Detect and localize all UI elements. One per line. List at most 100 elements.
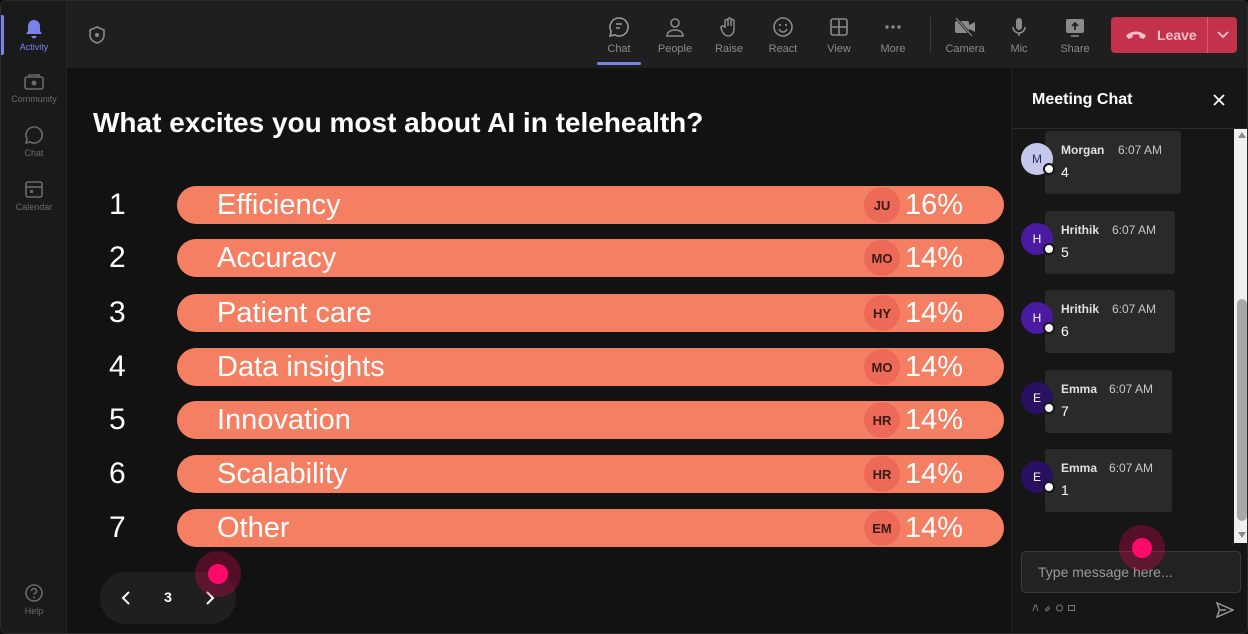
chat-message: Hrithik 6:07 AM 6 H [1012, 288, 1234, 353]
toolbar-react-button[interactable]: React [757, 1, 809, 69]
chat-message: Emma 6:07 AM 7 E [1012, 368, 1234, 433]
option-label: Other [217, 512, 290, 544]
presence-indicator [1043, 481, 1055, 493]
scroll-down-arrow-icon[interactable] [1238, 532, 1246, 538]
option-percent: 14% [905, 351, 964, 383]
format-icon[interactable] [1032, 603, 1039, 612]
chevron-right-icon[interactable] [198, 586, 222, 610]
message-time: 6:07 AM [1109, 382, 1154, 396]
rail-item-help[interactable]: Help [1, 573, 67, 625]
camera-off-icon [953, 15, 977, 39]
rail-item-activity[interactable]: Activity [1, 9, 67, 61]
message-time: 6:07 AM [1112, 223, 1157, 237]
voter-avatar: JU [864, 187, 900, 223]
option-percent: 14% [905, 297, 964, 329]
message-author: Morgan [1061, 143, 1105, 157]
option-rank: 5 [109, 403, 126, 436]
compose-toolbar [1032, 603, 1075, 612]
people-icon [663, 15, 687, 39]
option-rank: 4 [109, 350, 126, 383]
toolbar-more-button[interactable]: More [867, 1, 919, 69]
mic-icon [1007, 15, 1031, 39]
toolbar-camera-label: Camera [945, 43, 985, 55]
calendar-icon [24, 179, 44, 199]
voter-avatar: HR [864, 402, 900, 438]
toolbar-mic-button[interactable]: Mic [993, 1, 1045, 69]
option-bar: Patient care HY 14% [177, 294, 1004, 332]
message-bubble: Hrithik 6:07 AM 6 [1045, 290, 1175, 353]
rail-item-label: Activity [19, 41, 49, 52]
meeting-chat-panel: Meeting Chat Morgan 6:07 AM 4 M Hrithik … [1011, 69, 1247, 633]
community-icon [24, 71, 44, 91]
poll-stage: What excites you most about AI in telehe… [67, 69, 1011, 633]
toolbar-people-label: People [657, 43, 693, 55]
send-icon[interactable] [1214, 599, 1236, 621]
chevron-down-icon[interactable] [1207, 17, 1237, 53]
message-input[interactable] [1021, 551, 1241, 593]
toolbar-mic-label: Mic [1010, 43, 1028, 55]
emoji-icon[interactable] [1056, 603, 1063, 612]
toolbar-people-button[interactable]: People [649, 1, 701, 69]
hang-up-icon [1125, 29, 1149, 41]
message-author: Emma [1061, 461, 1098, 475]
poll-option-row: 5 Innovation HR 14% [93, 401, 1005, 439]
message-text: 5 [1061, 244, 1069, 260]
message-text: 1 [1061, 482, 1069, 498]
option-label: Patient care [217, 297, 372, 329]
option-percent: 14% [905, 512, 964, 544]
bell-icon [24, 19, 44, 39]
message-author: Hrithik [1061, 302, 1100, 316]
scrollbar-thumb[interactable] [1237, 299, 1247, 521]
option-percent: 16% [905, 189, 964, 221]
chevron-left-icon[interactable] [114, 586, 138, 610]
message-text: 6 [1061, 323, 1069, 339]
close-icon[interactable] [1208, 89, 1230, 111]
poll-option-row: 7 Other EM 14% [93, 509, 1005, 547]
chat-scrollbar[interactable] [1234, 129, 1247, 543]
option-label: Efficiency [217, 189, 341, 221]
chat-message: Hrithik 6:07 AM 5 H [1012, 209, 1234, 274]
toolbar-camera-button[interactable]: Camera [939, 1, 991, 69]
rail-item-community[interactable]: Community [1, 61, 67, 113]
option-percent: 14% [905, 242, 964, 274]
presence-indicator [1043, 163, 1055, 175]
toolbar-raise-button[interactable]: Raise [703, 1, 755, 69]
scroll-up-arrow-icon[interactable] [1238, 132, 1246, 138]
option-label: Scalability [217, 458, 348, 490]
page-number: 3 [164, 589, 172, 605]
meeting-toolbar: Chat People Raise React View [67, 1, 1247, 69]
toolbar-share-button[interactable]: Share [1049, 1, 1101, 69]
rail-item-label: Community [11, 93, 57, 104]
chat-message-list: Morgan 6:07 AM 4 M Hrithik 6:07 AM 5 H H… [1012, 129, 1234, 543]
option-rank: 6 [109, 457, 126, 490]
option-percent: 14% [905, 458, 964, 490]
help-icon [24, 583, 44, 603]
leave-button[interactable]: Leave [1111, 17, 1237, 53]
toolbar-chat-button[interactable]: Chat [593, 1, 645, 69]
toolbar-react-label: React [768, 43, 798, 55]
option-rank: 3 [109, 296, 126, 329]
presence-indicator [1043, 402, 1055, 414]
rail-item-chat[interactable]: Chat [1, 115, 67, 167]
voter-avatar: MO [864, 240, 900, 276]
leave-label: Leave [1157, 27, 1197, 43]
option-rank: 7 [109, 511, 126, 544]
grid-icon [827, 15, 851, 39]
rail-item-label: Calendar [15, 201, 53, 212]
presence-indicator [1043, 243, 1055, 255]
app-rail: Activity Community Chat Calendar Help [1, 1, 67, 633]
toolbar-view-button[interactable]: View [813, 1, 865, 69]
message-text: 7 [1061, 403, 1069, 419]
presence-indicator [1043, 322, 1055, 334]
toolbar-divider [930, 17, 931, 53]
poll-option-row: 4 Data insights MO 14% [93, 348, 1005, 386]
rail-item-calendar[interactable]: Calendar [1, 169, 67, 221]
message-bubble: Hrithik 6:07 AM 5 [1045, 211, 1175, 274]
attach-icon[interactable] [1044, 603, 1051, 612]
message-bubble: Emma 6:07 AM 7 [1045, 370, 1172, 433]
option-rank: 1 [109, 188, 126, 221]
shield-icon[interactable] [87, 25, 107, 45]
gif-icon[interactable] [1068, 603, 1075, 612]
option-bar: Innovation HR 14% [177, 401, 1004, 439]
